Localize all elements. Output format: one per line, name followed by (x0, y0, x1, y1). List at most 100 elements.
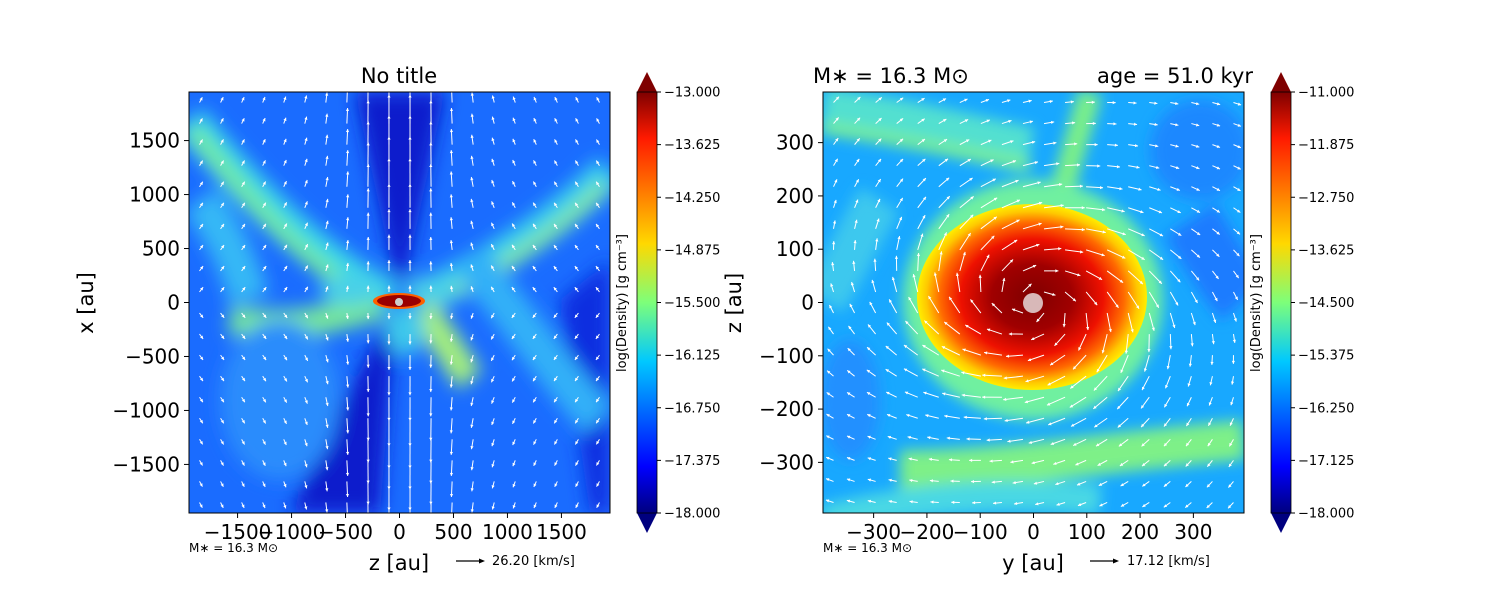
velocity-arrow-head (283, 420, 287, 424)
velocity-arrow-head (325, 264, 329, 268)
velocity-arrow-head (199, 441, 203, 445)
velocity-arrow-head (512, 202, 516, 206)
velocity-arrow-head (1232, 339, 1236, 343)
velocity-arrow-head (470, 488, 474, 492)
velocity-arrow-head (1028, 440, 1033, 444)
velocity-arrow-head (1195, 277, 1200, 281)
velocity-arrow-head (1016, 199, 1021, 203)
velocity-arrow-head (885, 345, 890, 350)
velocity-arrow-head (899, 197, 903, 202)
velocity-arrow-head (877, 198, 881, 203)
velocity-arrow-head (554, 420, 558, 424)
velocity-arrow (959, 214, 974, 230)
velocity-arrow-head (512, 181, 516, 185)
velocity-arrow (961, 394, 981, 398)
velocity-arrow-head (449, 493, 454, 498)
velocity-arrow-head (1116, 165, 1120, 169)
velocity-arrow-head (345, 129, 350, 133)
velocity-arrow-head (1012, 160, 1017, 164)
velocity-arrow-head (1207, 442, 1211, 447)
velocity-arrow-head (1206, 484, 1211, 488)
velocity-arrow-head (867, 414, 871, 418)
velocity-arrow-head (596, 419, 600, 424)
velocity-arrow-head (345, 285, 349, 290)
velocity-arrow-head (366, 340, 370, 344)
velocity-arrow-head (993, 216, 997, 220)
velocity-arrow-head (387, 115, 391, 119)
velocity-arrow-head (1196, 231, 1201, 236)
velocity-arrow-head (1054, 342, 1058, 346)
velocity-arrow-head (955, 272, 959, 276)
velocity-arrow-head (1237, 145, 1241, 149)
velocity-arrow-head (986, 119, 990, 123)
x-tick-label: 500 (434, 520, 472, 544)
velocity-arrow-head (856, 138, 860, 142)
velocity-arrow-head (450, 315, 454, 319)
velocity-arrow-head (1015, 179, 1019, 183)
velocity-arrow (1085, 249, 1105, 257)
velocity-arrow-head (533, 181, 537, 185)
velocity-arrow-head (1185, 442, 1190, 447)
velocity-arrow-head (596, 160, 600, 164)
velocity-arrow-head (470, 402, 474, 407)
velocity-arrow-head (262, 483, 266, 487)
velocity-arrow-head (961, 393, 965, 397)
velocity-arrow-head (262, 139, 266, 143)
velocity-arrow-head (1031, 337, 1035, 341)
right-colorbar-ticks: −11.000 −11.875 −12.750 −13.625 −14.500 −15.3… (1291, 86, 1354, 522)
y-tick-label: −200 (759, 397, 814, 421)
velocity-arrow-head (1037, 181, 1041, 185)
velocity-arrow-head (903, 345, 908, 349)
velocity-arrow-head (1216, 123, 1221, 127)
velocity-arrow (983, 352, 1002, 356)
velocity-arrow-head (470, 155, 474, 160)
velocity-arrow-head (449, 107, 454, 112)
velocity-arrow (1069, 396, 1087, 408)
velocity-arrow-head (992, 178, 996, 182)
velocity-arrow-head (553, 287, 557, 291)
velocity-arrow-head (512, 96, 516, 100)
velocity-arrow-head (532, 335, 536, 339)
velocity-arrow-head (470, 467, 474, 471)
velocity-arrow-head (1056, 162, 1060, 166)
velocity-arrow-head (1195, 123, 1200, 127)
velocity-arrow-head (220, 97, 224, 101)
velocity-arrow-head (449, 451, 453, 455)
velocity-arrow-head (408, 209, 412, 213)
velocity-arrow-head (849, 303, 853, 308)
velocity-arrow (962, 348, 982, 356)
velocity-arrow-head (429, 236, 433, 241)
velocity-arrow-head (1095, 443, 1100, 447)
velocity-arrow-head (574, 356, 578, 360)
colorbar-tick-label: −12.750 (1298, 191, 1354, 206)
velocity-arrow-head (284, 356, 288, 361)
y-tick-label: −1000 (112, 398, 180, 422)
velocity-arrow-head (908, 457, 912, 461)
velocity-arrow-head (1208, 402, 1212, 406)
velocity-arrow-head (1121, 209, 1125, 213)
velocity-arrow-head (1166, 365, 1170, 370)
velocity-arrow-head (970, 299, 974, 303)
velocity-arrow-head (1158, 210, 1163, 214)
velocity-arrow-head (1133, 101, 1137, 105)
velocity-arrow-head (387, 183, 391, 187)
right-quiver-key: 17.12 [km/s] (1090, 554, 1210, 569)
velocity-arrow-head (262, 118, 266, 122)
velocity-arrow-head (1047, 382, 1051, 386)
velocity-arrow-head (220, 223, 224, 228)
velocity-arrow-head (885, 369, 890, 373)
velocity-arrow-head (596, 223, 600, 228)
velocity-arrow-head (241, 377, 246, 382)
velocity-arrow-head (1093, 387, 1098, 391)
velocity-arrow-head (1141, 462, 1146, 467)
velocity-arrow-head (221, 335, 225, 339)
velocity-arrow-head (429, 261, 433, 265)
velocity-arrow-head (847, 392, 851, 396)
velocity-arrow-head (1081, 228, 1085, 232)
velocity-arrow-head (304, 357, 308, 361)
velocity-arrow-head (1055, 269, 1059, 273)
velocity-arrow-head (304, 265, 308, 269)
velocity-arrow-head (1058, 247, 1062, 251)
velocity-arrow-head (1060, 225, 1064, 229)
velocity-arrow-head (1165, 384, 1169, 389)
